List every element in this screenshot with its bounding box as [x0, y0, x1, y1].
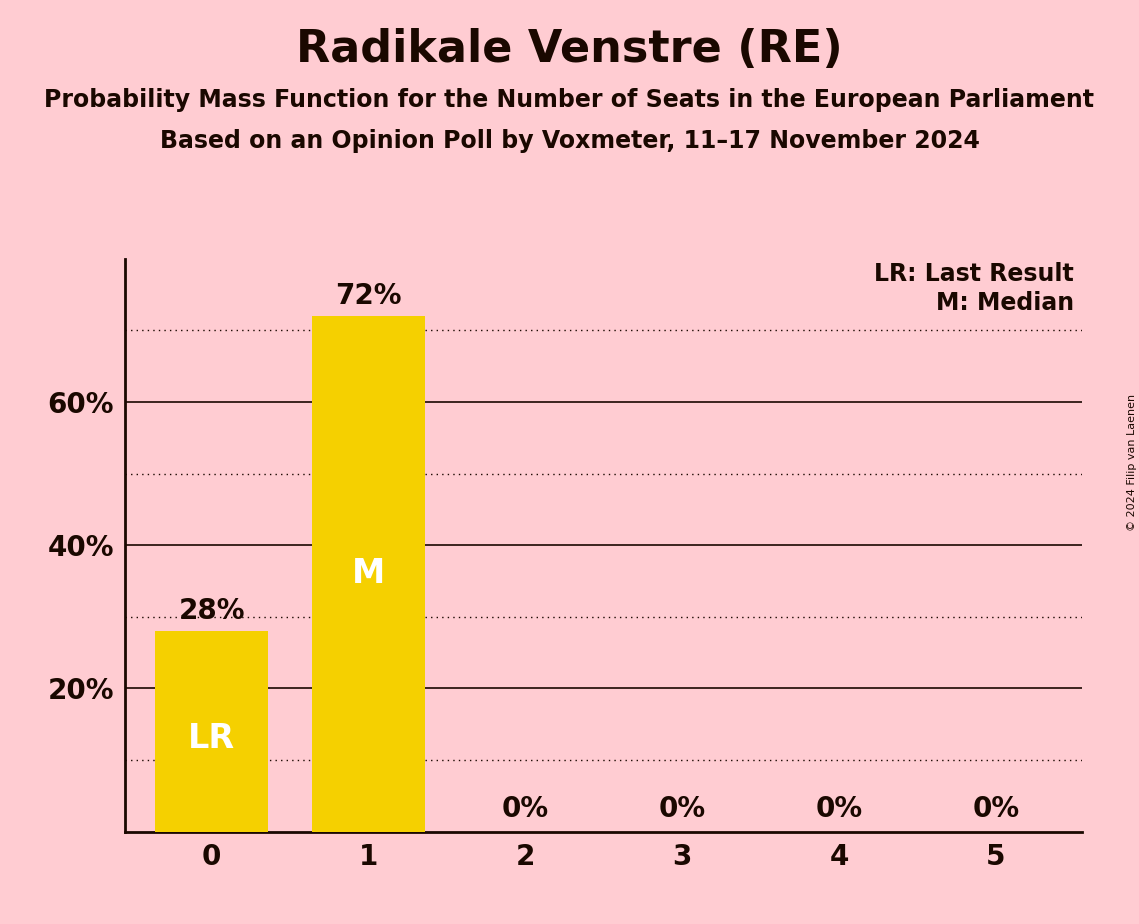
- Bar: [312, 316, 425, 832]
- Text: 0%: 0%: [501, 795, 549, 823]
- Text: 0%: 0%: [816, 795, 862, 823]
- Text: 0%: 0%: [973, 795, 1019, 823]
- Text: LR: Last Result: LR: Last Result: [875, 262, 1074, 286]
- Text: 0%: 0%: [658, 795, 706, 823]
- Text: M: M: [352, 557, 385, 590]
- Text: M: Median: M: Median: [936, 291, 1074, 315]
- Text: 28%: 28%: [179, 597, 245, 626]
- Bar: [155, 631, 268, 832]
- Text: Based on an Opinion Poll by Voxmeter, 11–17 November 2024: Based on an Opinion Poll by Voxmeter, 11…: [159, 129, 980, 153]
- Text: LR: LR: [188, 722, 235, 755]
- Text: © 2024 Filip van Laenen: © 2024 Filip van Laenen: [1126, 394, 1137, 530]
- Text: 72%: 72%: [335, 282, 402, 310]
- Text: Radikale Venstre (RE): Radikale Venstre (RE): [296, 28, 843, 71]
- Text: Probability Mass Function for the Number of Seats in the European Parliament: Probability Mass Function for the Number…: [44, 88, 1095, 112]
